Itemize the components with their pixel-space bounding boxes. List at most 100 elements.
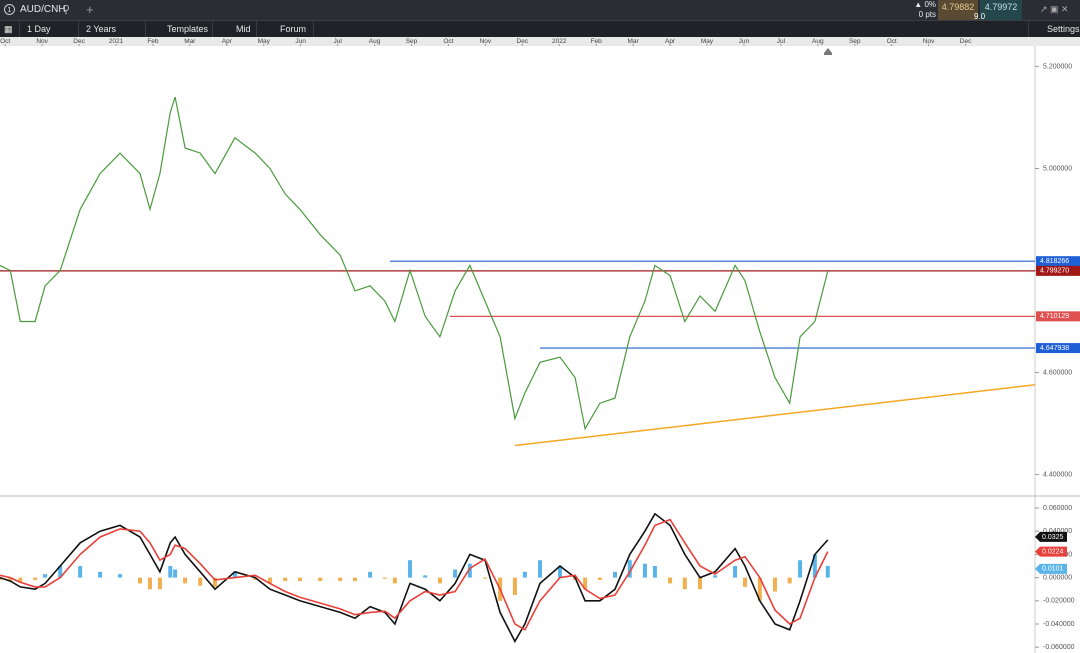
level-label-bg <box>1036 343 1080 354</box>
histogram-bar <box>772 577 777 592</box>
histogram-bar <box>627 560 632 578</box>
histogram-bar <box>268 577 273 584</box>
x-tick-label: Nov <box>923 38 935 45</box>
histogram-bar <box>512 577 517 596</box>
x-tick-label: Mar <box>628 38 640 45</box>
change-pct-value: 0% <box>924 0 936 9</box>
x-tick-label: Oct <box>887 38 897 45</box>
x-tick-label: May <box>701 38 714 45</box>
templates-button[interactable]: Templates <box>147 21 213 37</box>
y-tick-label: 4.400000 <box>1043 471 1072 478</box>
histogram-bar <box>613 571 618 578</box>
scroll-marker[interactable] <box>824 48 832 55</box>
histogram-bar <box>78 566 83 578</box>
histogram-bar <box>812 554 817 578</box>
level-label: 4.647938 <box>1040 345 1069 352</box>
histogram-bar <box>697 577 702 590</box>
x-tick-label: Sep <box>406 38 418 45</box>
level-label-bg <box>1036 265 1080 276</box>
histogram-bar <box>382 577 387 579</box>
series-line <box>0 512 829 644</box>
chart: 4.4000004.6000004.8000005.0000005.200000… <box>0 37 1080 653</box>
histogram-bar <box>118 574 123 578</box>
histogram-bar <box>583 577 588 590</box>
x-tick-label: Apr <box>665 38 676 45</box>
x-tick-label: Oct <box>0 38 10 45</box>
histogram-bar <box>757 577 762 601</box>
histogram-bar <box>437 577 442 584</box>
histogram-bar <box>18 577 23 583</box>
histogram-bar <box>58 566 63 578</box>
histogram-bar <box>522 571 527 578</box>
histogram-bar <box>668 577 673 584</box>
histogram-bar <box>733 566 738 578</box>
histogram-bar <box>368 571 373 578</box>
histogram-bar <box>713 575 718 578</box>
histogram-bar <box>212 577 217 587</box>
y-tick-label: 0.060000 <box>1043 505 1072 512</box>
histogram-bar <box>682 577 687 590</box>
histogram-bar <box>338 577 343 582</box>
title-bar: 1 AUD/CNH ⚲ + ▲ 0% 0 pts 4.79882 4.79972… <box>0 0 1080 21</box>
histogram-bar <box>297 577 302 582</box>
value-marker-bg <box>1035 546 1067 557</box>
y-tick-label: 5.200000 <box>1043 63 1072 70</box>
histogram-bar <box>98 571 103 578</box>
y-tick-label: -0.040000 <box>1043 621 1075 628</box>
histogram-bar <box>283 577 288 582</box>
bid-price[interactable]: 4.79882 <box>938 0 978 20</box>
histogram-bar <box>825 565 830 578</box>
histogram-bar <box>183 577 188 584</box>
ask-price[interactable]: 4.79972 <box>980 0 1022 20</box>
toolbar: ▦ 1 Day 2 Years Templates Mid Forum Sett… <box>0 20 1080 37</box>
histogram-bar <box>557 566 562 578</box>
y-tick-label: 4.600000 <box>1043 369 1072 376</box>
x-tick-label: Dec <box>517 38 529 45</box>
histogram-bar <box>482 577 487 579</box>
forum-button[interactable]: Forum <box>258 21 314 37</box>
y-tick-label: -0.060000 <box>1043 644 1075 651</box>
x-tick-label: Aug <box>369 38 381 45</box>
histogram-bar <box>8 577 13 582</box>
x-tick-label: Jul <box>777 38 786 45</box>
histogram-bar <box>798 560 803 578</box>
histogram-bar <box>467 563 472 578</box>
x-tick-label: Aug <box>812 38 824 45</box>
interval-button[interactable]: 1 Day <box>21 21 79 37</box>
date-axis-band <box>0 37 1080 46</box>
histogram-bar <box>198 577 203 586</box>
tab-title[interactable]: AUD/CNH <box>20 4 66 15</box>
histogram-bar <box>318 577 323 582</box>
histogram-bar <box>652 566 657 578</box>
x-tick-label: Nov <box>36 38 48 45</box>
histogram-bar <box>408 560 413 578</box>
value-marker-bg <box>1035 531 1067 542</box>
histogram-bar <box>538 560 543 578</box>
add-tab[interactable]: + <box>86 2 94 17</box>
histogram-bar <box>43 574 48 578</box>
histogram-bar <box>232 571 237 578</box>
x-tick-label: Oct <box>443 38 453 45</box>
change-pts: 0 pts <box>918 10 936 19</box>
change-box: ▲ 0% 0 pts <box>906 0 936 20</box>
change-pct: ▲ 0% <box>914 0 936 9</box>
histogram-bar <box>173 569 178 578</box>
value-marker-bg <box>1035 563 1067 574</box>
x-tick-label: Feb <box>147 38 159 45</box>
search-icon[interactable]: ⚲ <box>62 4 71 16</box>
price-mode-button[interactable]: Mid <box>214 21 257 37</box>
histogram-bar <box>253 577 258 580</box>
series-line <box>0 518 829 631</box>
range-button[interactable]: 2 Years <box>80 21 146 37</box>
layout-button[interactable]: ▦ <box>0 21 20 37</box>
level-label: 4.799270 <box>1040 268 1069 275</box>
histogram-bar <box>157 577 162 590</box>
x-tick-label: Nov <box>480 38 492 45</box>
settings-button[interactable]: Settings <box>1028 21 1080 37</box>
icon: 1 <box>4 4 15 15</box>
histogram-bar <box>168 566 173 578</box>
spread: 9.0 <box>974 12 986 21</box>
window-controls[interactable]: ↗ ▣ ✕ <box>1040 4 1069 14</box>
x-tick-label: Jul <box>333 38 342 45</box>
